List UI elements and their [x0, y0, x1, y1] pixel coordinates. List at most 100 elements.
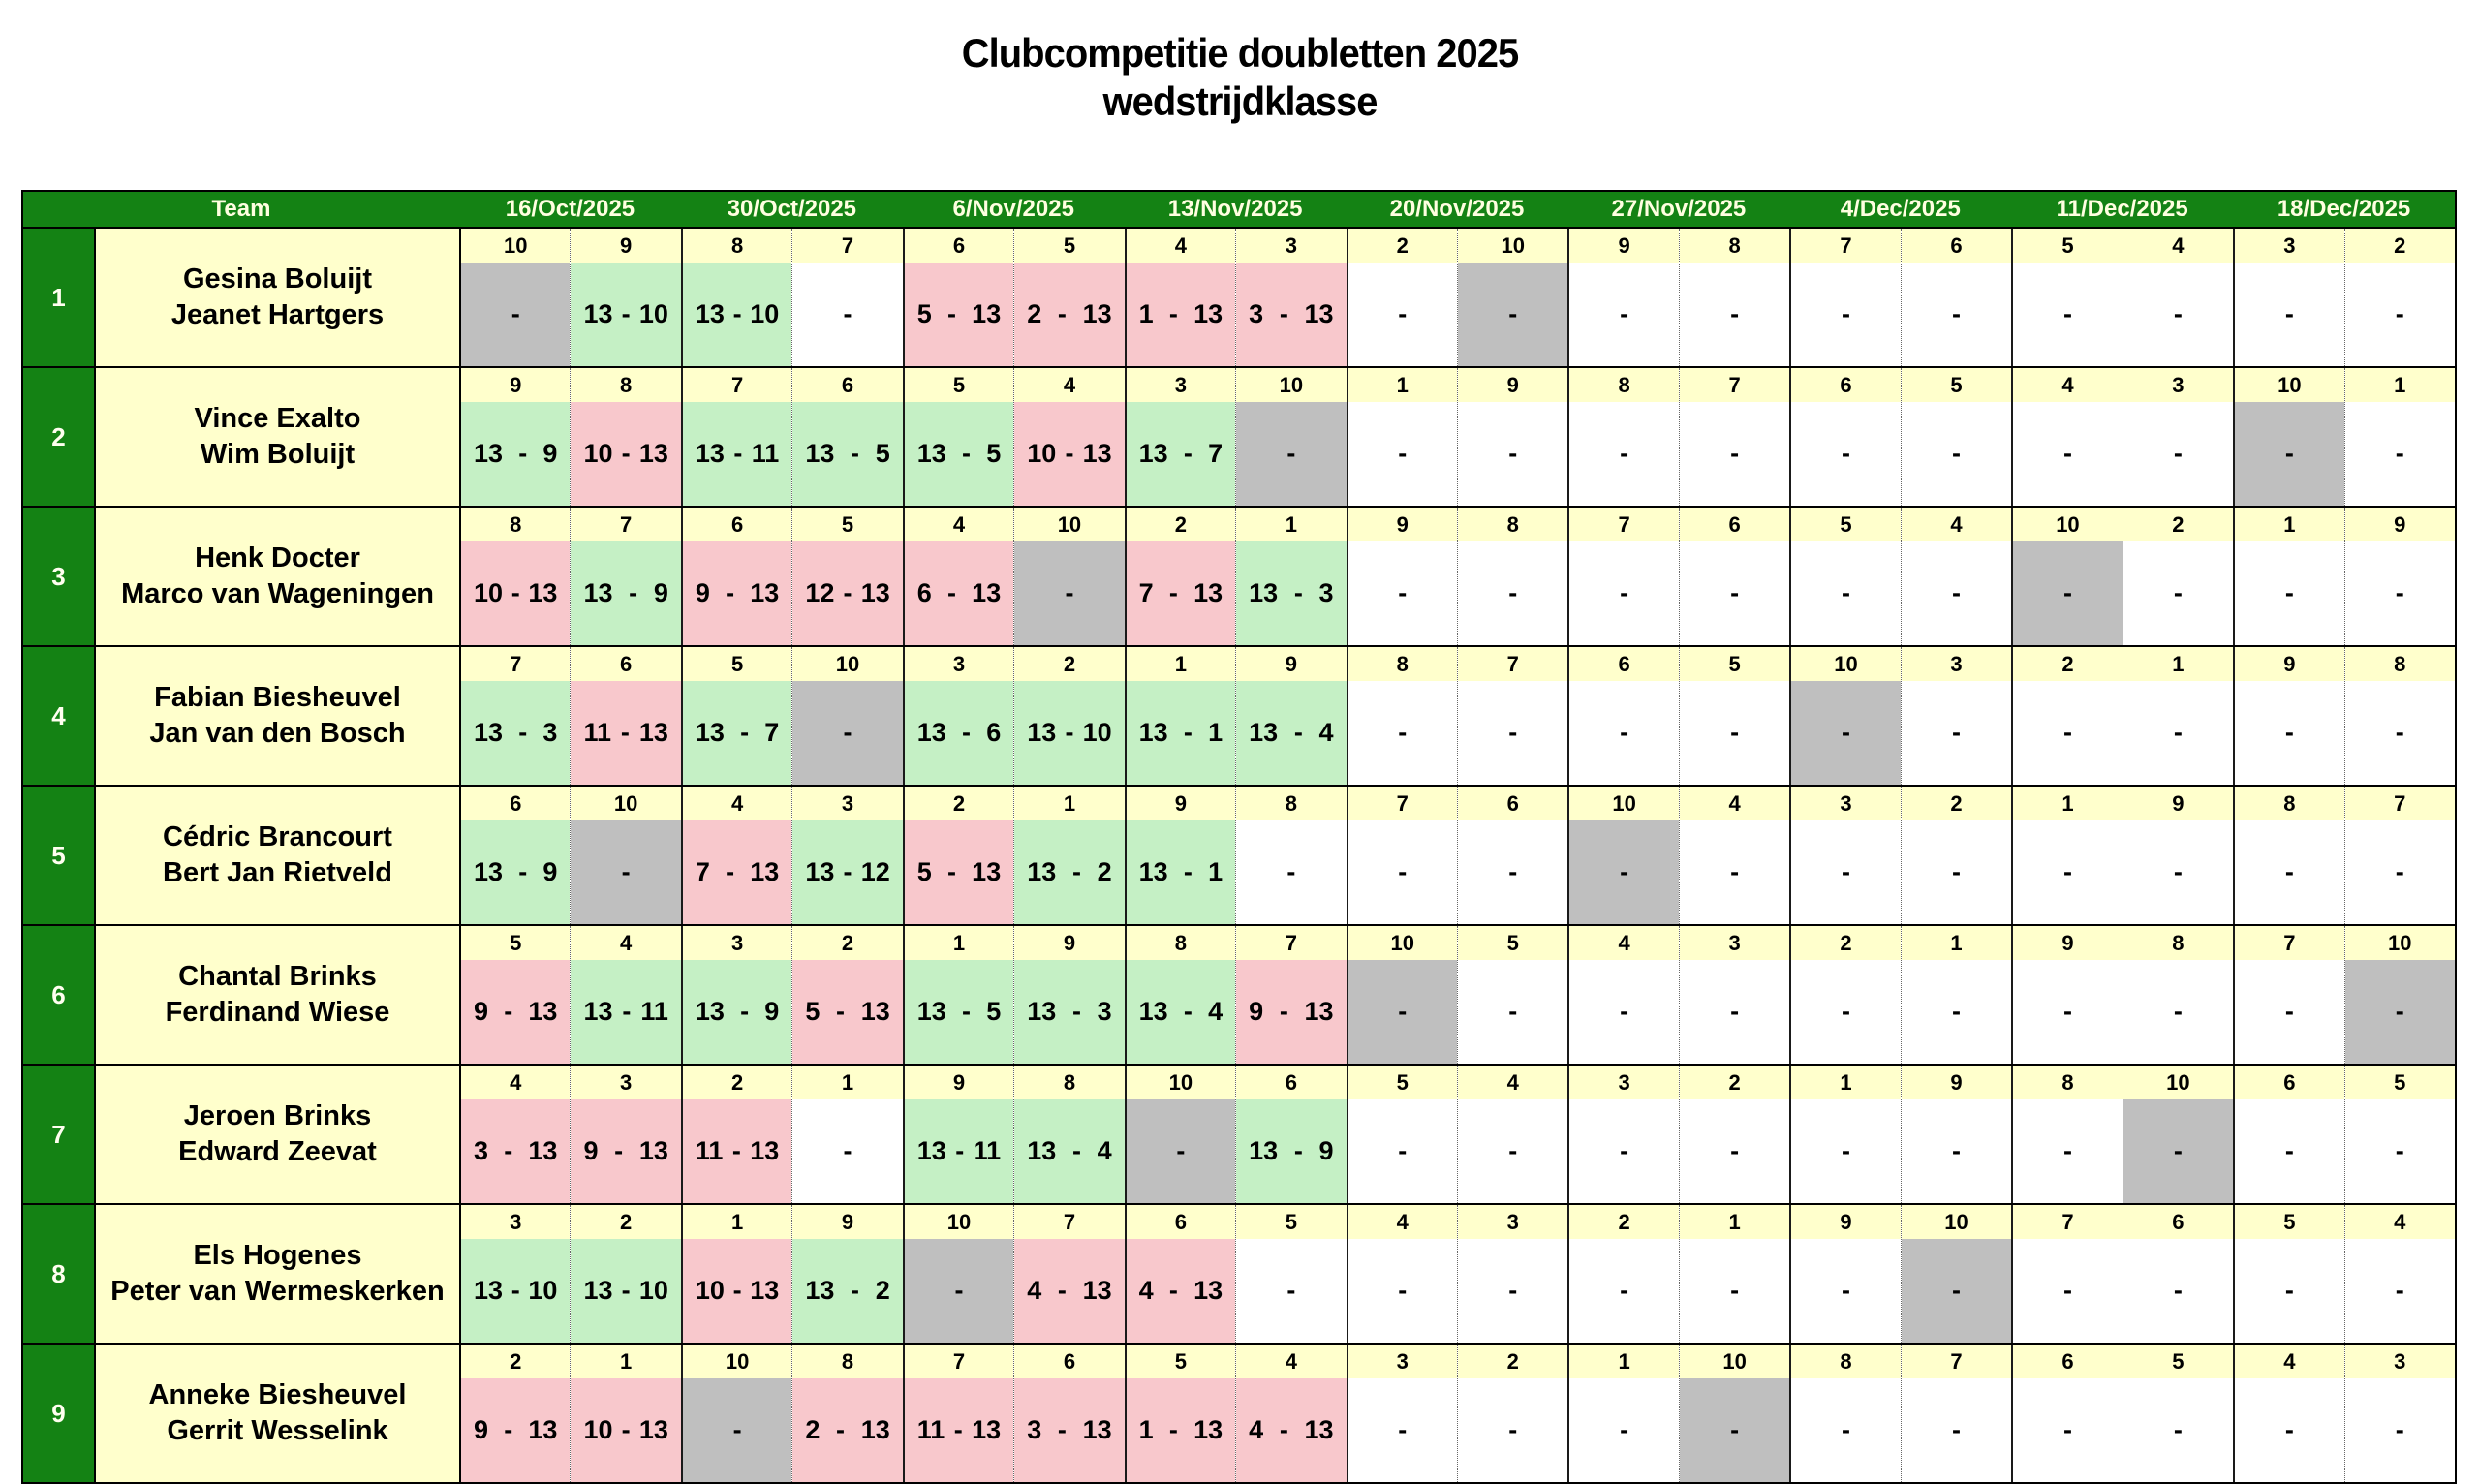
opponent-number: 9 [904, 1066, 1014, 1099]
match-cell: 5- [2011, 229, 2123, 366]
match-score: - [1679, 960, 1790, 1064]
match-cell: 6- [1456, 787, 1568, 924]
match-cell: 2- [2343, 229, 2455, 366]
score-part: 1 [1138, 1415, 1154, 1444]
match-score: - [2123, 1239, 2234, 1343]
match-score: 13-11 [904, 1099, 1014, 1203]
score-part: 13 [474, 1276, 504, 1305]
opponent-number: 4 [2344, 1205, 2455, 1239]
match-cell: 1- [1678, 1205, 1790, 1343]
match-cell: 2- [1346, 229, 1457, 366]
score-part: 1 [1208, 718, 1224, 747]
match-score: - [1791, 1099, 1901, 1203]
opponent-number: 6 [682, 508, 792, 541]
match-cell: 9 13-2 [791, 1205, 903, 1343]
score-part: - [1183, 439, 1193, 468]
match-cell: 5- [2343, 1066, 2455, 1203]
match-score: - [1901, 541, 2012, 645]
player-name: Els Hogenes [193, 1240, 362, 1271]
opponent-number: 6 [1791, 368, 1901, 402]
match-score: - [1126, 1099, 1236, 1203]
score-part: - [946, 578, 956, 607]
match-cell: 6 9-13 [680, 508, 792, 645]
match-score: 7-13 [682, 820, 792, 924]
opponent-number: 3 [682, 926, 792, 960]
match-score: - [1679, 263, 1790, 366]
match-cell: 7- [2011, 1205, 2123, 1343]
opponent-number: 2 [1457, 1345, 1568, 1378]
match-cell: 7 13-9 [570, 508, 681, 645]
match-score: - [2344, 263, 2455, 366]
score-part: 13 [1249, 1136, 1279, 1165]
match-score: 13-9 [1236, 1099, 1347, 1203]
score-part: - [1183, 997, 1193, 1026]
match-cell: 2- [1678, 1066, 1790, 1203]
match-score: - [1348, 1378, 1457, 1482]
player-name: Peter van Wermeskerken [110, 1276, 445, 1307]
score-part: - [1168, 578, 1178, 607]
match-score: 1-13 [1126, 263, 1236, 366]
match-cell: 2- [1567, 1205, 1679, 1343]
match-score: 13-5 [904, 402, 1014, 506]
match-cell: 8 10-13 [570, 368, 681, 506]
match-cell: 7- [1456, 647, 1568, 785]
score-part: 13 [528, 578, 558, 607]
opponent-number: 8 [2344, 647, 2455, 681]
opponent-number: 9 [1457, 368, 1568, 402]
date-header: 27/Nov/2025 [1611, 196, 1747, 222]
match-cell: 5- [1789, 508, 1901, 645]
player-name: Gerrit Wesselink [167, 1415, 388, 1446]
opponent-number: 3 [1569, 1066, 1679, 1099]
score-part: 10 [638, 1276, 668, 1305]
match-cell: 1 13-3 [1235, 508, 1347, 645]
match-score: 13-3 [461, 681, 571, 785]
score-part: 13 [972, 1415, 1002, 1444]
match-score: 9-13 [1236, 960, 1347, 1064]
opponent-number: 2 [1126, 508, 1236, 541]
match-score: 5-13 [904, 820, 1014, 924]
score-part: 10 [1027, 439, 1057, 468]
match-cell: 8 13-4 [1124, 926, 1236, 1064]
match-score: - [2123, 402, 2234, 506]
match-cell: 10- [459, 229, 571, 366]
score-part: 4 [1027, 1276, 1042, 1305]
match-score: 13-10 [1014, 681, 1125, 785]
match-cell: 1 10-13 [570, 1345, 681, 1482]
match-cell: 2- [1789, 926, 1901, 1064]
opponent-number: 9 [2123, 787, 2234, 820]
score-part: 13 [1082, 299, 1112, 328]
opponent-number: 4 [1901, 508, 2012, 541]
opponent-number: 4 [682, 787, 792, 820]
match-score: 10-13 [461, 541, 571, 645]
opponent-number: 10 [904, 1205, 1014, 1239]
opponent-number: 5 [2123, 1345, 2234, 1378]
opponent-number: 7 [1679, 368, 1790, 402]
match-cell: 6 13-5 [791, 368, 903, 506]
score-part: 13 [1194, 1276, 1224, 1305]
opponent-number: 2 [461, 1345, 571, 1378]
match-cell: 4- [1678, 787, 1790, 924]
player-name: Anneke Biesheuvel [148, 1379, 407, 1410]
score-part: - [620, 718, 630, 747]
date-header: 18/Dec/2025 [2277, 196, 2411, 222]
date-header: 30/Oct/2025 [727, 196, 857, 222]
opponent-number: 2 [904, 787, 1014, 820]
match-cell: 7- [1900, 1345, 2012, 1482]
opponent-number: 3 [461, 1205, 571, 1239]
match-score: - [2123, 960, 2234, 1064]
opponent-number: 6 [2235, 1066, 2344, 1099]
opponent-number: 4 [2013, 368, 2123, 402]
score-part: 13 [583, 299, 613, 328]
score-part: 10 [1082, 718, 1112, 747]
opponent-number: 3 [1126, 368, 1236, 402]
opponent-number: 4 [2123, 229, 2234, 263]
match-cell: 3- [2233, 229, 2344, 366]
match-cell: 4- [1900, 508, 2012, 645]
match-cell: 8- [1567, 368, 1679, 506]
opponent-number: 2 [1791, 926, 1901, 960]
match-cell: 1- [2122, 647, 2234, 785]
match-score: - [1348, 820, 1457, 924]
match-cell: 4 4-13 [1235, 1345, 1347, 1482]
score-part: 7 [764, 718, 780, 747]
match-score: 13-1 [1126, 681, 1236, 785]
